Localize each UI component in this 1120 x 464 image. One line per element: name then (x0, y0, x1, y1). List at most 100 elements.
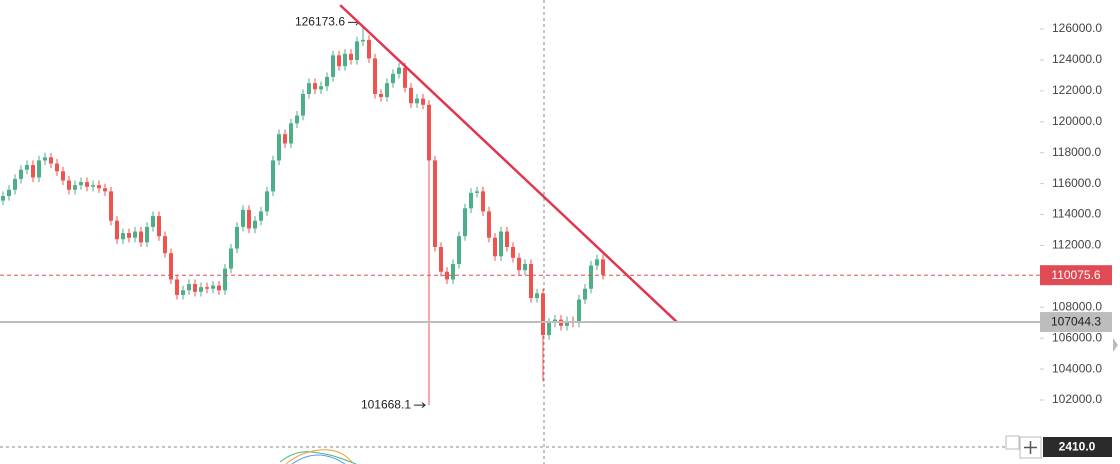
candle-body (7, 189, 11, 196)
candle-body (535, 293, 539, 298)
y-tick-label: 106000.0 (1052, 330, 1102, 344)
y-tick-label: 112000.0 (1052, 238, 1101, 252)
candle-body (49, 157, 53, 164)
candle-body (271, 160, 275, 192)
candle-body (547, 322, 551, 336)
candle-body (325, 76, 329, 87)
candle-body (241, 209, 245, 227)
candle-body (151, 216, 155, 227)
candle-body (235, 226, 239, 249)
candle-body (211, 285, 215, 289)
candle-body (469, 192, 473, 209)
y-tick-label: 108000.0 (1052, 299, 1102, 313)
candle-body (367, 39, 371, 59)
candle-body (589, 265, 593, 289)
candle-body (97, 185, 101, 189)
candle-body (67, 180, 71, 190)
candle-body (145, 226, 149, 243)
candle-body (595, 259, 599, 266)
candle-body (187, 284, 191, 291)
candle-body (409, 87, 413, 104)
candle-body (337, 55, 341, 67)
candle-body (121, 233, 125, 240)
candle-body (253, 220, 257, 229)
candle-body (529, 263, 533, 298)
resize-icon[interactable] (1005, 435, 1020, 450)
price-label: 107044.3 (1051, 315, 1101, 329)
candle-body (481, 191, 485, 212)
plus-icon (1024, 441, 1037, 454)
candle-body (385, 83, 389, 98)
extreme-arrow (414, 402, 426, 409)
price-label-box (1040, 312, 1112, 333)
candle-body (25, 165, 29, 170)
candle-body (31, 165, 35, 178)
candle-body (523, 263, 527, 271)
crosshair-label-box (1043, 437, 1112, 457)
price-label-box (1040, 265, 1112, 286)
candle-body (295, 115, 299, 124)
y-tick-label: 120000.0 (1052, 114, 1102, 128)
extreme-label: 126173.6 (295, 15, 345, 29)
y-tick-label: 114000.0 (1052, 207, 1101, 221)
candle-body (415, 98, 419, 104)
candle-body (439, 246, 443, 272)
candle-body (1, 195, 5, 201)
y-tick-label: 126000.0 (1052, 21, 1102, 35)
crosshair-label: 2410.0 (1059, 440, 1096, 454)
candle-body (133, 231, 137, 238)
candle-body (247, 209, 251, 229)
candle-body (361, 39, 365, 42)
candle-body (61, 171, 65, 181)
candle-body (73, 185, 77, 190)
candle-body (421, 98, 425, 105)
candle-body (517, 257, 521, 271)
candle-body (313, 83, 317, 90)
candle-body (43, 157, 47, 161)
candle-body (427, 104, 431, 161)
candle-body (457, 236, 461, 264)
candle-body (37, 160, 41, 178)
candle-body (433, 160, 437, 247)
candle-body (175, 279, 179, 295)
candle-body (217, 285, 221, 291)
candle-body (139, 231, 143, 243)
candle-body (355, 41, 359, 60)
candle-body (475, 191, 479, 193)
candle-body (373, 58, 377, 94)
candle-body (445, 271, 449, 280)
candle-body (319, 86, 323, 90)
candle-body (541, 293, 545, 336)
candle-body (79, 182, 83, 186)
candle-body (163, 236, 167, 254)
indicator-line (285, 449, 353, 464)
scroll-handle[interactable] (1113, 338, 1118, 352)
candle-body (379, 93, 383, 98)
candle-body (403, 67, 407, 88)
y-tick-label: 102000.0 (1052, 392, 1102, 406)
indicator-line (279, 451, 357, 464)
candle-body (301, 93, 305, 116)
candle-body (223, 268, 227, 291)
candle-body (13, 178, 17, 190)
candle-body (199, 287, 203, 292)
y-tick-label: 124000.0 (1052, 52, 1102, 66)
candle-body (307, 83, 311, 94)
price-label: 110075.6 (1051, 268, 1100, 282)
candle-body (499, 231, 503, 257)
candle-body (343, 53, 347, 67)
trendline (339, 4, 678, 323)
candle-body (283, 134, 287, 144)
y-tick-label: 118000.0 (1052, 145, 1101, 159)
candle-body (169, 253, 173, 280)
candle-body (103, 188, 107, 192)
indicator-line (291, 454, 346, 464)
candle-body (109, 191, 113, 221)
extreme-label: 101668.1 (361, 397, 411, 411)
candle-body (55, 163, 59, 172)
candle-body (601, 259, 605, 275)
candle-body (229, 248, 233, 269)
candle-body (511, 246, 515, 258)
candle-body (19, 169, 23, 179)
